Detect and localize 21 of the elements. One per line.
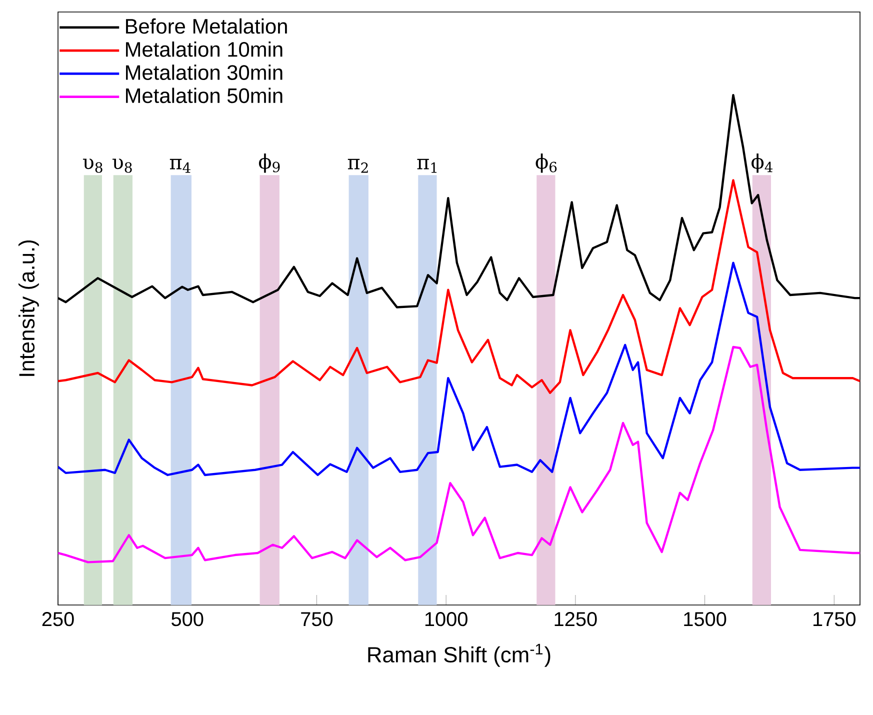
x-tick-label: 1500 (684, 612, 726, 626)
x-tick-label: 750 (301, 612, 333, 626)
x-tick-label: 1000 (425, 612, 468, 626)
band-label: π$_{2}$ (348, 158, 368, 173)
x-tick-label: 250 (42, 612, 74, 626)
legend-label: Metalation 50min (126, 88, 282, 104)
band-label: ϕ$_{6}$ (536, 153, 557, 173)
band-label: ϕ$_{9}$ (258, 153, 280, 173)
band-label: π$_{4}$ (170, 158, 190, 173)
x-tick-label: 500 (172, 612, 204, 626)
band-label: π$_{1}$ (417, 158, 436, 173)
legend-label: Before Metalation (126, 18, 287, 34)
legend-label: Metalation 30min (126, 64, 282, 80)
band-label: υ$_{8}$ (112, 158, 132, 173)
band-label: υ$_{8}$ (82, 158, 102, 173)
x-tick-label: 1750 (814, 612, 856, 626)
band-label: ϕ$_{4}$ (752, 153, 773, 173)
x-tick-label: 1250 (554, 612, 597, 626)
y-axis-title: Intensity (a.u.) (18, 240, 39, 376)
x-axis-title: Raman Shift (cm$^{-1}$) (368, 644, 550, 667)
legend-label: Metalation 10min (126, 42, 282, 57)
